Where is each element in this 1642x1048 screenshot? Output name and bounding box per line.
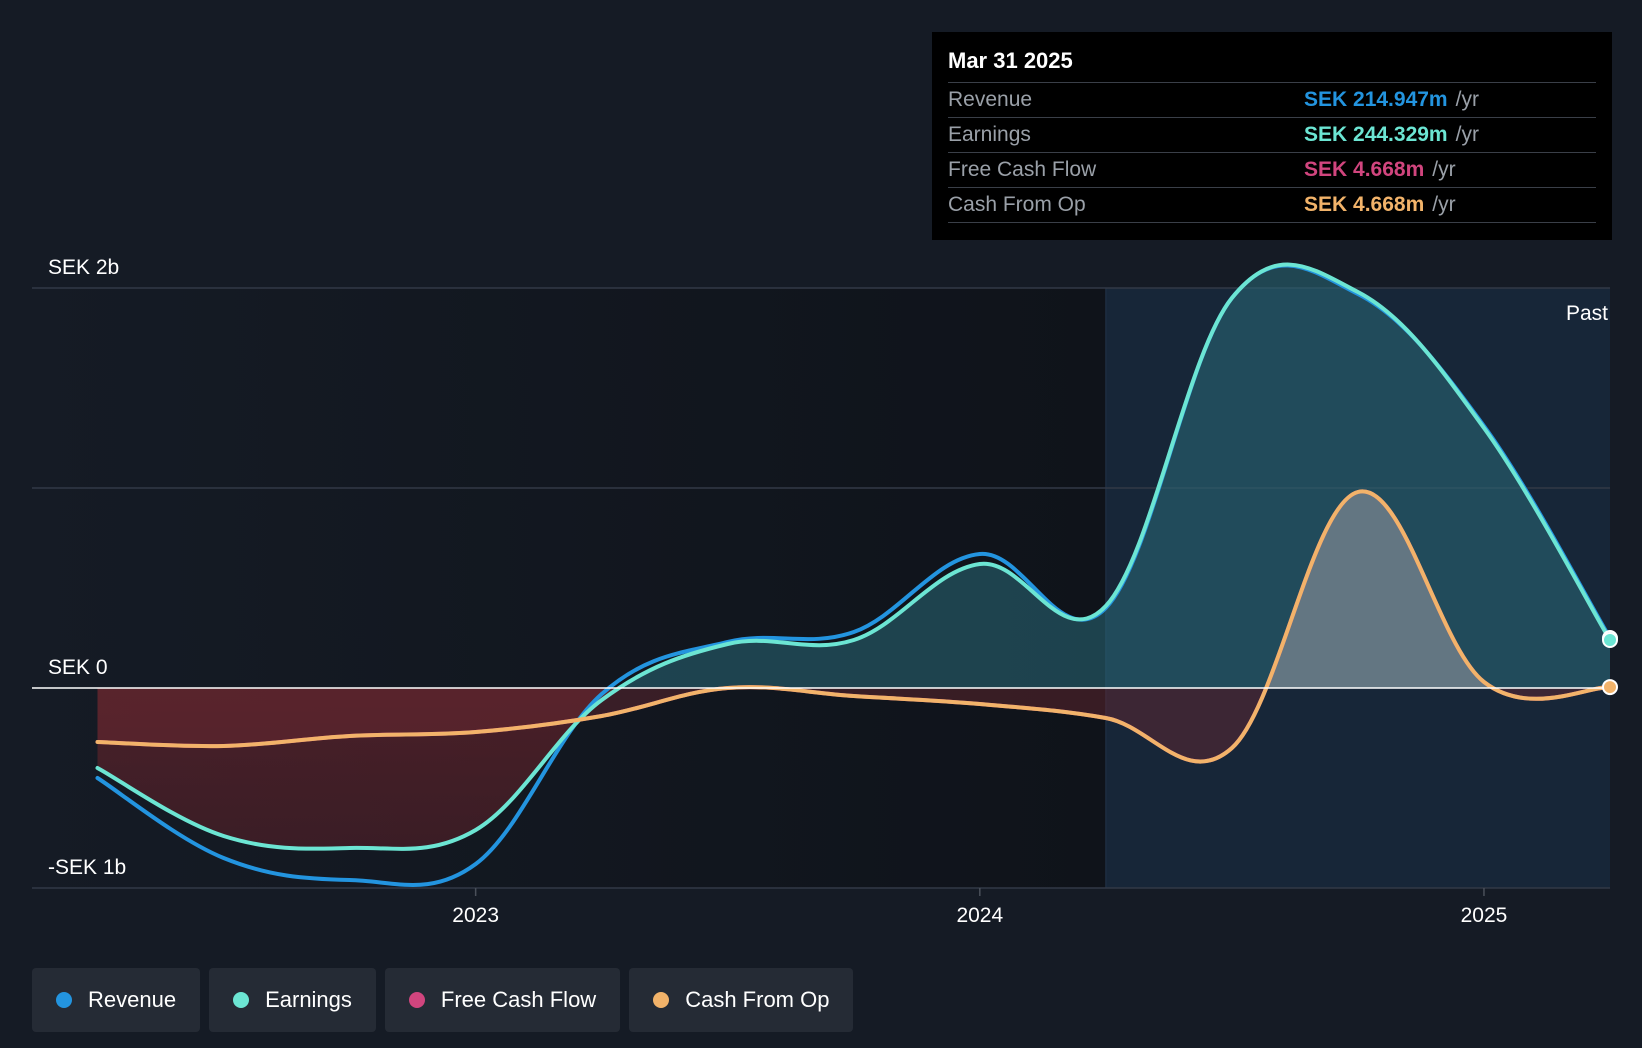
- area-fills: [97, 264, 1610, 849]
- tooltip-row-cash-from-op: Cash From Op SEK 4.668m /yr: [948, 188, 1596, 223]
- tooltip-label: Revenue: [948, 88, 1033, 111]
- legend: Revenue Earnings Free Cash Flow Cash Fro…: [32, 968, 854, 1032]
- cash-from-op-dot-icon: [653, 992, 670, 1008]
- tooltip-unit: /yr: [1455, 88, 1479, 111]
- tooltip-row-earnings: Earnings SEK 244.329m /yr: [948, 118, 1596, 153]
- y-axis-labels: SEK 2b SEK 0 -SEK 1b: [48, 256, 126, 879]
- tooltip: Mar 31 2025 Revenue SEK 214.947m /yr Ear…: [932, 32, 1612, 240]
- x-tick-label: 2025: [1461, 904, 1508, 927]
- legend-label: Cash From Op: [685, 987, 830, 1012]
- cash-from-op-end-point: [1602, 679, 1618, 696]
- x-tick-label: 2024: [956, 904, 1003, 927]
- legend-label: Revenue: [88, 987, 177, 1012]
- series-lines: [95, 262, 1612, 887]
- tooltip-unit: /yr: [1432, 158, 1456, 181]
- tooltip-date: Mar 31 2025: [948, 46, 1596, 83]
- tooltip-row-free-cash-flow: Free Cash Flow SEK 4.668m /yr: [948, 153, 1596, 188]
- earnings-end-point: [1602, 632, 1618, 648]
- legend-item-revenue[interactable]: Revenue: [32, 968, 201, 1032]
- y-tick-label: -SEK 1b: [48, 856, 126, 879]
- earnings-line: [95, 262, 1612, 851]
- past-label: Past: [1566, 302, 1608, 325]
- revenue-dot-icon: [56, 992, 72, 1008]
- tooltip-row-revenue: Revenue SEK 214.947m /yr: [948, 83, 1596, 118]
- cash-from-op-line: [95, 489, 1612, 764]
- tooltip-label: Earnings: [948, 123, 1031, 146]
- cash-from-op-negative-area: [97, 688, 1610, 762]
- legend-label: Earnings: [265, 987, 352, 1012]
- tooltip-label: Cash From Op: [948, 193, 1086, 216]
- earnings-area: [97, 264, 1610, 688]
- tooltip-value: SEK 4.668m: [1304, 158, 1425, 181]
- legend-label: Free Cash Flow: [440, 987, 597, 1012]
- earnings-dot-icon: [233, 992, 250, 1008]
- earnings-negative-area: [97, 688, 1610, 849]
- free-cash-flow-dot-icon: [408, 992, 425, 1008]
- tooltip-unit: /yr: [1432, 193, 1456, 216]
- y-tick-label: SEK 2b: [48, 256, 119, 279]
- x-axis-labels: 2023 2024 2025: [452, 888, 1507, 927]
- legend-item-cash-from-op[interactable]: Cash From Op: [629, 968, 854, 1032]
- tooltip-value: SEK 214.947m: [1304, 88, 1448, 111]
- tooltip-value: SEK 244.329m: [1304, 123, 1448, 146]
- legend-item-earnings[interactable]: Earnings: [209, 968, 376, 1032]
- cash-from-op-area: [97, 491, 1610, 688]
- tooltip-label: Free Cash Flow: [948, 158, 1097, 181]
- legend-item-free-cash-flow[interactable]: Free Cash Flow: [384, 968, 621, 1032]
- x-tick-label: 2023: [452, 904, 499, 927]
- tooltip-unit: /yr: [1455, 123, 1479, 146]
- end-points: [1602, 630, 1618, 696]
- y-tick-label: SEK 0: [48, 656, 108, 679]
- tooltip-value: SEK 4.668m: [1304, 193, 1425, 216]
